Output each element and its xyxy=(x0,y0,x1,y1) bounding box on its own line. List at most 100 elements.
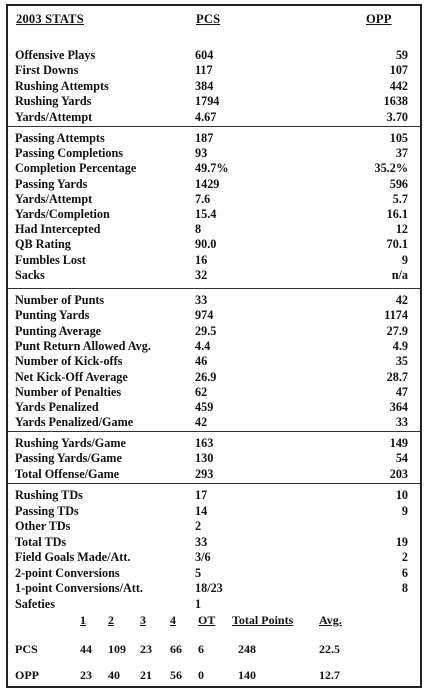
quarter-score: 56 xyxy=(170,668,182,682)
stat-row: Passing Completions 93 37 xyxy=(8,146,420,161)
stat-pcs: 62 xyxy=(195,384,208,399)
stat-label: Passing Completions xyxy=(15,146,124,161)
stat-opp: 1174 xyxy=(384,308,408,323)
stat-opp: 442 xyxy=(389,78,408,93)
stat-opp: 107 xyxy=(389,63,408,78)
stat-label: Yards/Attempt xyxy=(15,109,93,124)
section-divider xyxy=(8,126,420,127)
stat-pcs: 16 xyxy=(195,252,208,267)
stat-row: Sacks 32 n/a xyxy=(8,268,420,283)
stat-label: Yards/Attempt xyxy=(15,191,93,206)
stat-pcs: 130 xyxy=(195,451,214,466)
stat-row: Rushing Yards 1794 1638 xyxy=(8,94,420,109)
stat-label: First Downs xyxy=(15,63,79,78)
stat-label: Yards Penalized xyxy=(15,400,99,415)
stat-opp: 27.9 xyxy=(386,323,408,338)
stat-label: Rushing Yards xyxy=(15,94,92,109)
stat-opp: 203 xyxy=(389,466,408,481)
stat-label: Field Goals Made/Att. xyxy=(15,550,131,564)
stat-pcs: 14 xyxy=(195,503,208,518)
quarter-header: 3 xyxy=(140,613,146,627)
stat-pcs: 384 xyxy=(195,78,214,93)
stat-label: Other TDs xyxy=(15,519,71,533)
stat-pcs: 974 xyxy=(195,308,214,323)
stat-pcs: 8 xyxy=(195,222,202,237)
quarter-score: 6 xyxy=(198,642,204,656)
stat-row: Yards Penalized/Game 42 33 xyxy=(8,415,420,430)
quarter-score: 109 xyxy=(108,642,126,656)
stat-label: Sacks xyxy=(15,267,45,282)
stat-label: Punting Yards xyxy=(15,308,90,323)
quarter-score: 22.5 xyxy=(319,642,340,656)
stat-label: Rushing TDs xyxy=(15,488,83,502)
stat-row: Number of Penalties 62 47 xyxy=(8,385,420,400)
stat-label: Passing Attempts xyxy=(15,131,105,145)
stat-label: Punting Average xyxy=(15,323,102,338)
stat-label: Rushing Attempts xyxy=(15,78,109,93)
stat-label: Total Offense/Game xyxy=(15,466,120,481)
stat-row: Rushing TDs 17 10 xyxy=(8,488,420,503)
stat-opp: 12 xyxy=(395,222,408,237)
stat-row: Offensive Plays 604 59 xyxy=(8,48,420,63)
stat-label: Passing TDs xyxy=(15,503,79,518)
stat-opp: 47 xyxy=(395,384,408,399)
stat-opp: 4.9 xyxy=(392,338,408,353)
stat-row: Passing Yards 1429 596 xyxy=(8,177,420,192)
quarter-team: PCS xyxy=(15,642,38,656)
stat-label: Safeties xyxy=(15,596,55,611)
header-title: 2003 STATS xyxy=(16,12,84,26)
section-divider xyxy=(8,431,420,432)
stat-label: 2-point Conversions xyxy=(15,565,120,580)
stat-pcs: 90.0 xyxy=(195,237,217,252)
stat-label: Fumbles Lost xyxy=(15,252,86,267)
stat-opp: 35 xyxy=(395,354,408,369)
stat-label: Punt Return Allowed Avg. xyxy=(15,338,151,353)
stat-pcs: 15.4 xyxy=(195,207,217,221)
stat-label: QB Rating xyxy=(15,237,71,252)
quarter-score: 40 xyxy=(108,668,120,682)
stat-row: Total Offense/Game 293 203 xyxy=(8,467,420,482)
stat-row: Rushing Attempts 384 442 xyxy=(8,79,420,94)
stat-opp: 28.7 xyxy=(386,369,408,384)
stat-opp: 16.1 xyxy=(386,207,408,221)
stat-pcs: 46 xyxy=(195,354,208,369)
stat-pcs: 26.9 xyxy=(195,369,217,384)
section-divider xyxy=(8,483,420,484)
quarter-header: 1 xyxy=(80,613,86,627)
header-opp: OPP xyxy=(366,12,392,26)
section-divider xyxy=(8,288,420,289)
stat-pcs: 1 xyxy=(195,596,202,611)
stat-row: 2-point Conversions 5 6 xyxy=(8,566,420,581)
stat-opp: 9 xyxy=(401,503,408,518)
stat-label: 1-point Conversions/Att. xyxy=(15,581,143,595)
stat-pcs: 1429 xyxy=(195,176,220,191)
quarter-header: 4 xyxy=(170,613,176,627)
quarter-score: 23 xyxy=(80,668,92,682)
header-pcs: PCS xyxy=(196,12,221,26)
stat-row: Yards/Completion 15.4 16.1 xyxy=(8,207,420,222)
stat-opp: n/a xyxy=(391,267,408,282)
quarter-team: OPP xyxy=(15,668,39,682)
stat-opp: 149 xyxy=(389,436,408,450)
quarter-score: 44 xyxy=(80,642,92,656)
stat-row: Fumbles Lost 16 9 xyxy=(8,253,420,268)
stat-row: First Downs 117 107 xyxy=(8,63,420,78)
stat-pcs: 163 xyxy=(195,436,214,450)
stat-row: Punting Average 29.5 27.9 xyxy=(8,324,420,339)
quarter-score: 21 xyxy=(140,668,152,682)
stat-row: Yards/Attempt 7.6 5.7 xyxy=(8,192,420,207)
quarter-header: OT xyxy=(198,613,216,627)
stat-row: Passing Attempts 187 105 xyxy=(8,131,420,146)
stat-opp: 42 xyxy=(395,293,408,307)
stat-opp: 37 xyxy=(395,146,408,161)
stat-opp: 5.7 xyxy=(392,191,408,206)
stat-pcs: 459 xyxy=(195,400,214,415)
stat-label: Number of Punts xyxy=(15,293,105,307)
stat-opp: 596 xyxy=(389,176,408,191)
stat-pcs: 117 xyxy=(195,63,213,78)
stat-pcs: 1794 xyxy=(195,94,220,109)
stat-opp: 54 xyxy=(395,451,408,466)
stat-opp: 105 xyxy=(389,131,408,145)
stat-pcs: 7.6 xyxy=(195,191,211,206)
stat-row: Yards Penalized 459 364 xyxy=(8,400,420,415)
